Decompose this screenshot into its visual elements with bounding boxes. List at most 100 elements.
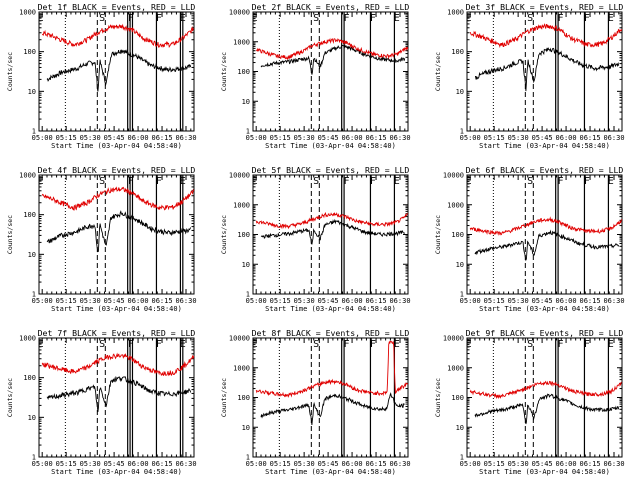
- flag-label: E: [38, 176, 44, 187]
- plot-frame: [38, 337, 195, 458]
- x-tick-label: 05:30: [508, 460, 529, 468]
- flag-label: E: [608, 13, 614, 24]
- series-events-line: [46, 375, 192, 412]
- panel-det-9f: Det 9f BLACK = Events, RED = LLD 1 10 100 10…: [434, 328, 625, 476]
- x-tick-label: 06:30: [389, 460, 410, 468]
- flag-label: E: [252, 13, 258, 24]
- series-events-line: [475, 47, 620, 92]
- x-tick-label: 06:00: [342, 460, 363, 468]
- flag-label: E: [180, 176, 186, 187]
- x-tick-label: 05:45: [318, 460, 339, 468]
- y-tick-label: 10000: [229, 172, 250, 180]
- x-tick-label: 05:00: [460, 134, 481, 142]
- y-tick-label: 10: [242, 98, 250, 106]
- series-lld-line: [469, 380, 622, 400]
- x-tick-label: 06:15: [366, 297, 387, 305]
- flag-label: E: [180, 339, 186, 350]
- y-tick-label: 1000: [19, 172, 36, 180]
- x-tick-label: 06:00: [556, 460, 577, 468]
- flag-label: S: [99, 339, 105, 350]
- plot-frame: [252, 11, 409, 132]
- y-tick-label: 10000: [229, 335, 250, 343]
- panel-det-5f: Det 5f BLACK = Events, RED = LLD 1 10 100 10…: [220, 165, 411, 313]
- y-axis-label: Counts/sec: [220, 52, 228, 91]
- y-axis-label: Counts/sec: [6, 215, 14, 254]
- x-tick-label: 05:45: [532, 297, 553, 305]
- y-tick-label: 100: [23, 48, 36, 56]
- x-tick-label: 06:00: [342, 134, 363, 142]
- flag-label: S: [527, 176, 533, 187]
- x-tick-label: 06:15: [152, 460, 173, 468]
- x-tick-label: 05:00: [460, 297, 481, 305]
- flag-label: S: [527, 13, 533, 24]
- y-tick-label: 1: [246, 128, 250, 136]
- plot-frame: [466, 174, 623, 295]
- x-tick-label: 05:30: [80, 134, 101, 142]
- x-axis-label: Start Time (03-Apr-04 04:58:40): [479, 468, 610, 476]
- x-tick-label: 05:30: [80, 460, 101, 468]
- flag-label: E: [394, 13, 400, 24]
- panel-title: Det 5f BLACK = Events, RED = LLD: [252, 165, 410, 175]
- x-tick-label: 05:15: [56, 134, 77, 142]
- x-tick-label: 05:30: [294, 297, 315, 305]
- panel-title: Det 7f BLACK = Events, RED = LLD: [38, 328, 196, 338]
- x-tick-label: 06:30: [175, 460, 196, 468]
- y-tick-label: 1000: [447, 201, 464, 209]
- y-tick-label: 100: [23, 211, 36, 219]
- x-tick-label: 05:15: [270, 460, 291, 468]
- y-tick-label: 1: [460, 291, 464, 299]
- x-axis-label: Start Time (03-Apr-04 04:58:40): [479, 142, 610, 150]
- x-axis-label: Start Time (03-Apr-04 04:58:40): [51, 468, 182, 476]
- flag-label: E: [180, 13, 186, 24]
- series-events-line: [260, 218, 406, 245]
- y-tick-label: 10: [242, 424, 250, 432]
- y-tick-label: 1000: [19, 9, 36, 17]
- x-tick-label: 05:30: [80, 297, 101, 305]
- flag-label: E: [466, 13, 472, 24]
- panel-title: Det 2f BLACK = Events, RED = LLD: [252, 2, 410, 12]
- flag-label: F: [557, 176, 563, 187]
- y-tick-label: 10000: [443, 172, 464, 180]
- x-tick-label: 06:15: [580, 460, 601, 468]
- y-tick-label: 10: [456, 88, 464, 96]
- flag-label: E: [38, 13, 44, 24]
- plot-frame: [252, 337, 409, 458]
- panel-det-6f: Det 6f BLACK = Events, RED = LLD 1 10 100 10…: [434, 165, 625, 313]
- x-axis-label: Start Time (03-Apr-04 04:58:40): [265, 142, 396, 150]
- series-lld-line: [255, 340, 409, 399]
- y-tick-label: 10: [28, 414, 36, 422]
- plot-frame: [38, 11, 195, 132]
- x-axis-label: Start Time (03-Apr-04 04:58:40): [265, 468, 396, 476]
- flag-label: E: [466, 176, 472, 187]
- y-tick-label: 100: [237, 231, 250, 239]
- y-tick-label: 10: [456, 424, 464, 432]
- flag-label: F: [128, 339, 134, 350]
- series-events-line: [46, 49, 192, 92]
- x-tick-label: 05:00: [246, 134, 267, 142]
- x-tick-label: 06:15: [366, 460, 387, 468]
- y-tick-label: 1000: [233, 201, 250, 209]
- x-tick-label: 05:30: [294, 460, 315, 468]
- y-tick-label: 100: [237, 68, 250, 76]
- flag-label: F: [156, 176, 162, 187]
- x-tick-label: 05:00: [32, 297, 53, 305]
- series-events-line: [260, 392, 405, 426]
- plot-frame: [38, 174, 195, 295]
- x-tick-label: 05:15: [270, 134, 291, 142]
- x-tick-label: 06:00: [342, 297, 363, 305]
- panel-det-3f: Det 3f BLACK = Events, RED = LLD 1 10 100 10…: [434, 2, 625, 150]
- y-tick-label: 10000: [229, 9, 250, 17]
- x-axis-label: Start Time (03-Apr-04 04:58:40): [265, 305, 396, 313]
- x-axis-label: Start Time (03-Apr-04 04:58:40): [51, 305, 182, 313]
- x-tick-label: 05:00: [246, 460, 267, 468]
- flag-label: F: [584, 339, 590, 350]
- x-tick-label: 06:30: [389, 134, 410, 142]
- flag-label: F: [557, 339, 563, 350]
- x-tick-label: 06:30: [603, 134, 624, 142]
- x-tick-label: 05:15: [270, 297, 291, 305]
- y-tick-label: 1: [32, 128, 36, 136]
- series-events-line: [260, 44, 406, 75]
- x-tick-label: 05:45: [104, 134, 125, 142]
- panel-det-8f: Det 8f BLACK = Events, RED = LLD 1 10 100 10…: [220, 328, 411, 476]
- y-tick-label: 100: [451, 48, 464, 56]
